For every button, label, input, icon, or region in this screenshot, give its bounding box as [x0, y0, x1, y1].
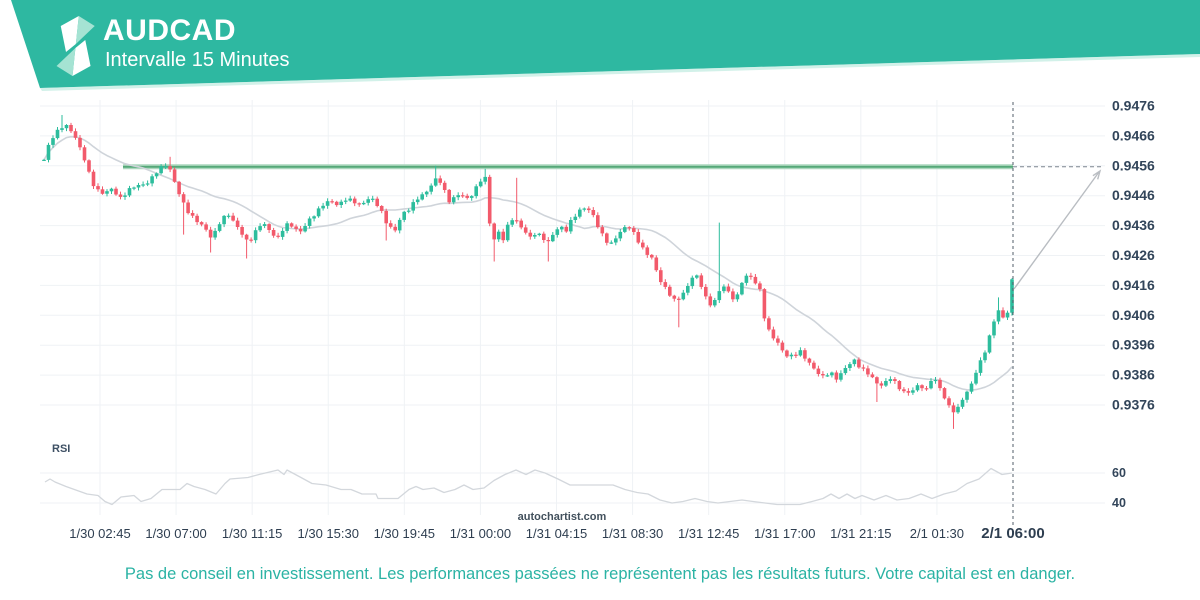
svg-text:0.9396: 0.9396 — [1112, 337, 1155, 353]
svg-text:60: 60 — [1112, 466, 1126, 480]
svg-text:0.9426: 0.9426 — [1112, 247, 1155, 263]
disclaimer-text: Pas de conseil en investissement. Les pe… — [124, 565, 1076, 583]
svg-text:1/30 19:45: 1/30 19:45 — [374, 526, 435, 541]
svg-text:1/31 17:00: 1/31 17:00 — [754, 526, 815, 541]
autochartist-logo-icon — [56, 16, 95, 76]
svg-text:0.9386: 0.9386 — [1112, 367, 1155, 383]
svg-text:1/30 07:00: 1/30 07:00 — [145, 526, 206, 541]
ma-line — [43, 135, 1013, 391]
svg-text:0.9456: 0.9456 — [1112, 157, 1155, 173]
svg-text:40: 40 — [1112, 496, 1126, 510]
candles-group — [42, 115, 1014, 429]
svg-text:1/31 00:00: 1/31 00:00 — [450, 526, 511, 541]
svg-text:2/1 06:00: 2/1 06:00 — [981, 525, 1044, 542]
svg-text:0.9376: 0.9376 — [1112, 397, 1155, 413]
instrument-title: AUDCAD — [103, 14, 236, 47]
rsi-line — [44, 467, 1013, 506]
svg-text:1/30 02:45: 1/30 02:45 — [69, 526, 130, 541]
svg-text:1/31 12:45: 1/31 12:45 — [678, 526, 739, 541]
forecast-arrow — [1013, 166, 1104, 290]
svg-text:0.9416: 0.9416 — [1112, 277, 1155, 293]
rsi-axis-labels: 60 40 — [1112, 466, 1126, 510]
svg-text:0.9466: 0.9466 — [1112, 127, 1155, 143]
svg-text:2/1 01:30: 2/1 01:30 — [910, 526, 964, 541]
svg-text:1/30 11:15: 1/30 11:15 — [222, 526, 282, 541]
price-axis-labels: 0.9476 0.9466 0.9456 0.9446 0.9436 0.9426 0.94… — [1112, 98, 1155, 413]
svg-text:1/30 15:30: 1/30 15:30 — [298, 526, 359, 541]
svg-text:1/31 08:30: 1/31 08:30 — [602, 526, 663, 541]
svg-text:0.9406: 0.9406 — [1112, 307, 1155, 323]
svg-text:0.9446: 0.9446 — [1112, 187, 1155, 203]
svg-text:0.9476: 0.9476 — [1112, 98, 1155, 114]
time-axis-labels: 1/30 02:45 1/30 07:00 1/30 11:15 1/30 15:30… — [69, 525, 1044, 542]
rsi-label: RSI — [52, 443, 71, 455]
svg-text:0.9436: 0.9436 — [1112, 217, 1155, 233]
svg-text:1/31 04:15: 1/31 04:15 — [526, 526, 587, 541]
watermark: autochartist.com — [517, 511, 607, 523]
svg-text:1/31 21:15: 1/31 21:15 — [830, 526, 891, 541]
header-banner — [11, 0, 1200, 91]
interval-subtitle: Intervalle 15 Minutes — [105, 49, 290, 71]
grid-lines — [40, 100, 1105, 515]
